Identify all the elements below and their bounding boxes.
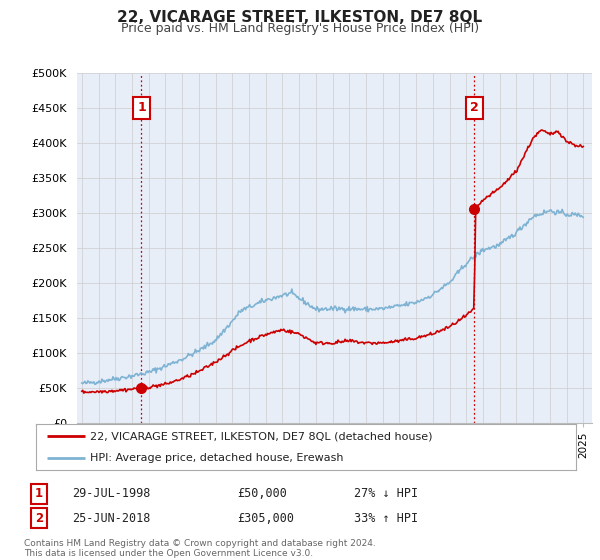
Text: 22, VICARAGE STREET, ILKESTON, DE7 8QL: 22, VICARAGE STREET, ILKESTON, DE7 8QL (118, 10, 482, 25)
Text: 29-JUL-1998: 29-JUL-1998 (72, 487, 151, 501)
Text: Price paid vs. HM Land Registry's House Price Index (HPI): Price paid vs. HM Land Registry's House … (121, 22, 479, 35)
Text: 25-JUN-2018: 25-JUN-2018 (72, 511, 151, 525)
Text: 2: 2 (35, 511, 43, 525)
Text: 33% ↑ HPI: 33% ↑ HPI (354, 511, 418, 525)
Text: 27% ↓ HPI: 27% ↓ HPI (354, 487, 418, 501)
Text: 1: 1 (137, 101, 146, 114)
Text: £305,000: £305,000 (237, 511, 294, 525)
Text: Contains HM Land Registry data © Crown copyright and database right 2024.
This d: Contains HM Land Registry data © Crown c… (24, 539, 376, 558)
Text: HPI: Average price, detached house, Erewash: HPI: Average price, detached house, Erew… (90, 454, 343, 464)
Text: 2: 2 (470, 101, 479, 114)
Text: £50,000: £50,000 (237, 487, 287, 501)
Text: 1: 1 (35, 487, 43, 501)
Text: 22, VICARAGE STREET, ILKESTON, DE7 8QL (detached house): 22, VICARAGE STREET, ILKESTON, DE7 8QL (… (90, 431, 433, 441)
